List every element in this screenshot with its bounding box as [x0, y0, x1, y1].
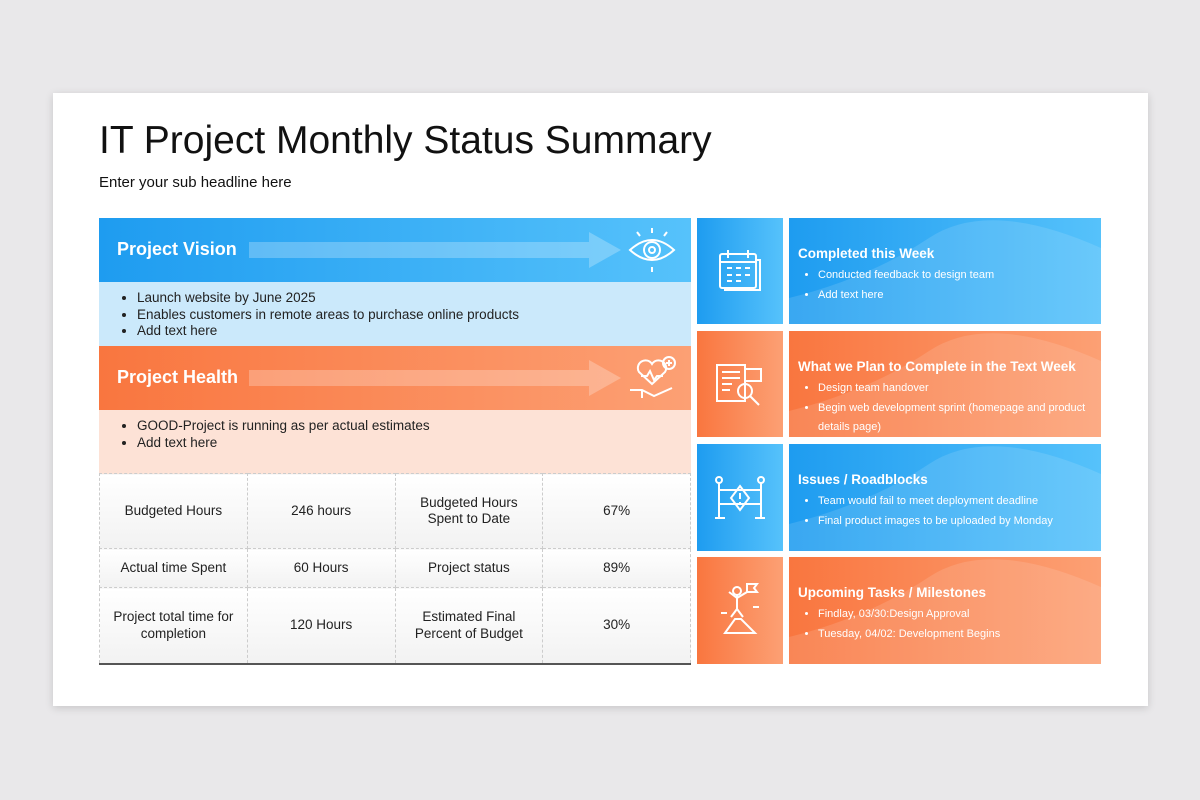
health-item: Add text here	[137, 435, 691, 452]
health-title: Project Health	[117, 367, 239, 387]
slide: IT Project Monthly Status Summary Enter …	[53, 93, 1148, 706]
wave	[789, 220, 1101, 324]
panel-list: Conducted feedback to design teamAdd tex…	[798, 266, 1098, 305]
panel-item: Findlay, 03/30:Design Approval	[818, 605, 1098, 625]
table-row: Budgeted Hours 246 hours Budgeted Hours Sp…	[99, 472, 691, 550]
cell: Budgeted Hours	[99, 472, 248, 550]
panel: Completed this Week Conducted feedback t…	[789, 218, 1101, 324]
health-icon	[630, 356, 676, 398]
vision-body: Launch website by June 2025 Enables cust…	[99, 282, 691, 346]
health-list: GOOD-Project is running as per actual es…	[99, 410, 691, 451]
vision-title: Project Vision	[117, 239, 237, 259]
health-item: GOOD-Project is running as per actual es…	[137, 418, 691, 435]
panel-item: Add text here	[818, 286, 1098, 306]
panel-item: Design team handover	[818, 379, 1098, 399]
panel-title: Upcoming Tasks / Milestones	[798, 585, 987, 600]
vision-item: Add text here	[137, 323, 691, 340]
wave	[789, 446, 1101, 551]
panel-list: Design team handoverBegin web developmen…	[798, 379, 1098, 437]
panel-title: Issues / Roadblocks	[798, 472, 928, 487]
panel: What we Plan to Complete in the Text Wee…	[789, 331, 1101, 437]
table-row: Actual time Spent 60 Hours Project status 8…	[99, 548, 691, 589]
panel-item: Team would fail to meet deployment deadl…	[818, 492, 1098, 512]
cell: 120 Hours	[246, 587, 396, 665]
health-body: GOOD-Project is running as per actual es…	[99, 410, 691, 474]
milestone-icon	[721, 583, 759, 634]
panel-title: What we Plan to Complete in the Text Wee…	[798, 359, 1076, 374]
cell: 30%	[542, 587, 691, 665]
panel-title: Completed this Week	[798, 246, 935, 261]
panel: Upcoming Tasks / Milestones Findlay, 03/…	[789, 557, 1101, 664]
cell: 67%	[542, 472, 691, 550]
panel-list: Team would fail to meet deployment deadl…	[798, 492, 1098, 531]
cell: Estimated Final Percent of Budget	[394, 587, 544, 665]
title: IT Project Monthly Status Summary	[99, 119, 712, 162]
plan-icon	[716, 364, 762, 406]
vision-list: Launch website by June 2025 Enables cust…	[99, 282, 691, 340]
icon-box	[697, 218, 783, 324]
cell: Project status	[394, 548, 544, 589]
panel-list: Findlay, 03/30:Design ApprovalTuesday, 0…	[798, 605, 1098, 644]
status-table: Budgeted Hours 246 hours Budgeted Hours Sp…	[99, 472, 691, 665]
panel-item: Begin web development sprint (homepage a…	[818, 399, 1098, 438]
cell: Budgeted Hours Spent to Date	[394, 472, 544, 550]
cell: 60 Hours	[246, 548, 396, 589]
panel-item: Conducted feedback to design team	[818, 266, 1098, 286]
wave	[789, 333, 1101, 437]
cell: 89%	[542, 548, 691, 589]
subtitle: Enter your sub headline here	[99, 174, 292, 191]
icon-box	[697, 331, 783, 437]
icon-box	[697, 444, 783, 551]
arrow	[249, 360, 621, 396]
health-header: Project Health	[99, 346, 691, 410]
cell: Actual time Spent	[99, 548, 248, 589]
arrow	[249, 232, 621, 268]
vision-header: Project Vision	[99, 218, 691, 282]
eye-icon	[628, 228, 676, 272]
roadblock-icon	[715, 476, 765, 519]
table-row: Project total time for completion 120 Hou…	[99, 587, 691, 665]
panel-item: Tuesday, 04/02: Development Begins	[818, 625, 1098, 645]
vision-item: Enables customers in remote areas to pur…	[137, 307, 691, 324]
cell: 246 hours	[246, 472, 396, 550]
icon-box	[697, 557, 783, 664]
vision-item: Launch website by June 2025	[137, 290, 691, 307]
panel: Issues / Roadblocks Team would fail to m…	[789, 444, 1101, 551]
cell: Project total time for completion	[99, 587, 248, 665]
panel-item: Final product images to be uploaded by M…	[818, 512, 1098, 532]
wave	[789, 559, 1101, 664]
calendar-icon	[719, 250, 761, 291]
